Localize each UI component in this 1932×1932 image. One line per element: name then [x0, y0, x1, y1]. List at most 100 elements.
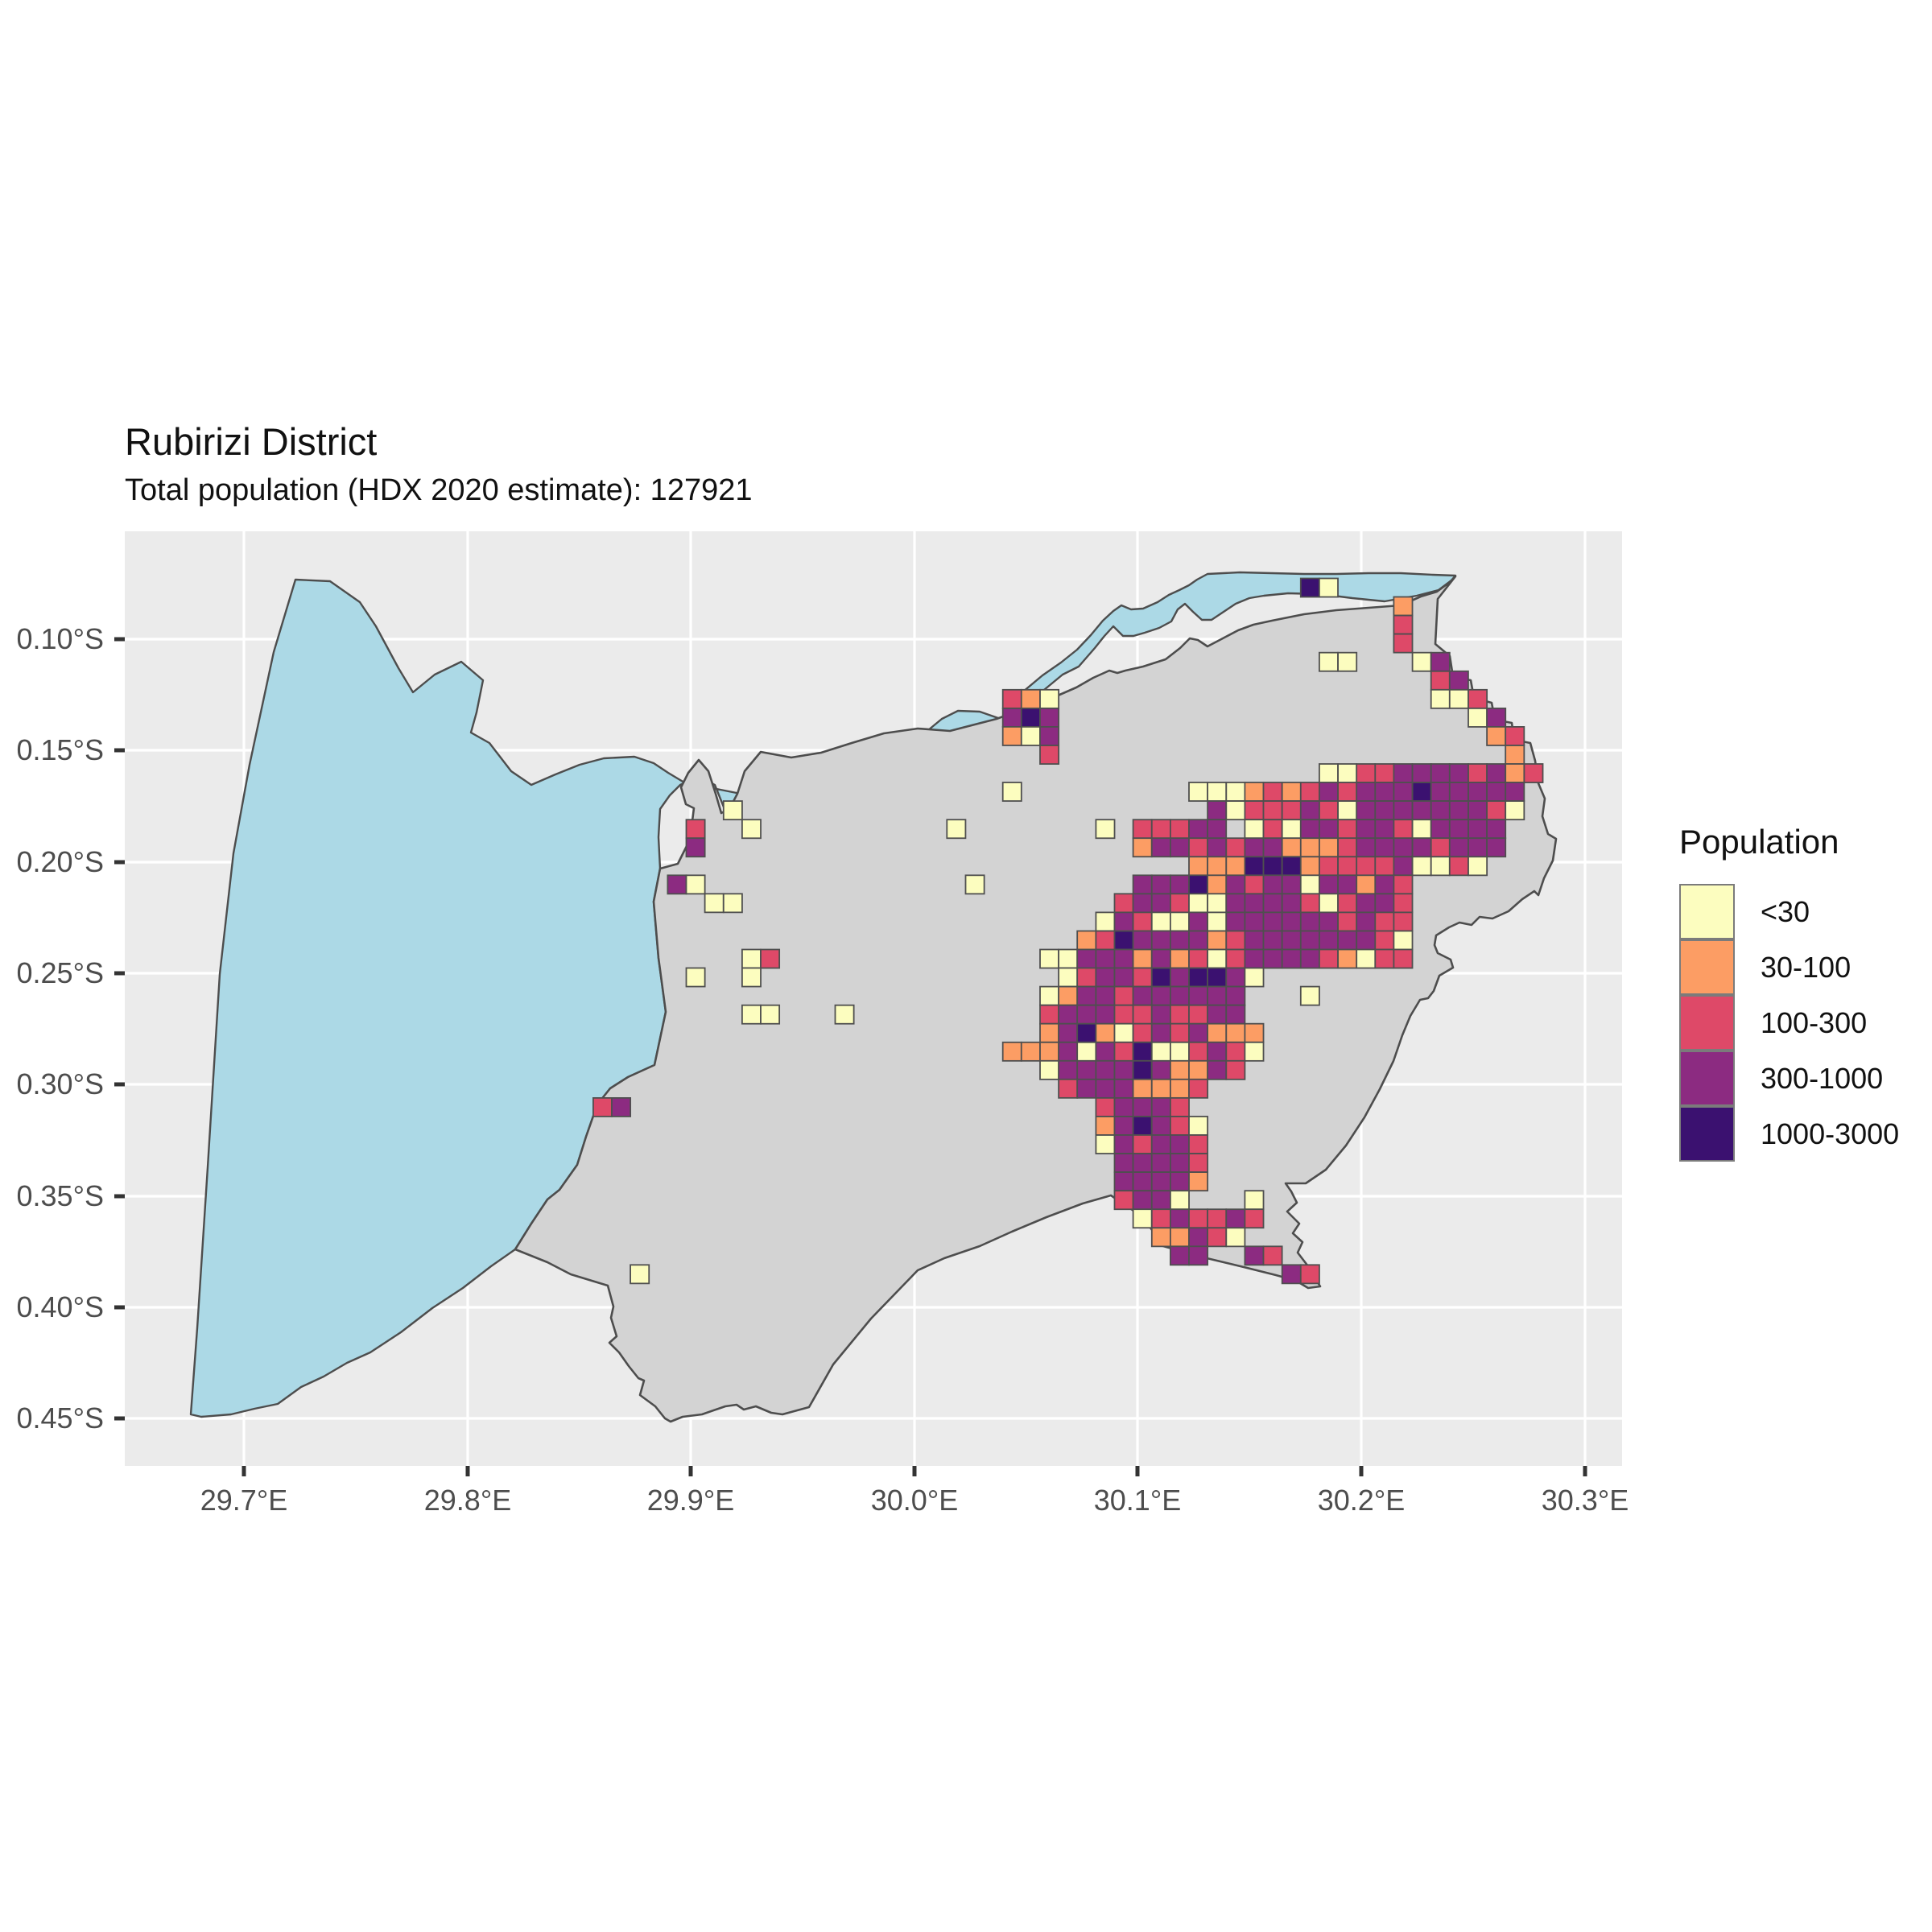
population-cell [1170, 893, 1190, 914]
population-cell [1244, 911, 1265, 932]
population-cell [1486, 819, 1507, 840]
population-cell [1188, 1004, 1209, 1025]
population-cell [1001, 708, 1022, 728]
population-cell [1207, 893, 1228, 914]
population-cell [1393, 614, 1414, 635]
population-cell [1244, 893, 1265, 914]
population-cell [1170, 985, 1190, 1006]
population-cell [1486, 800, 1507, 821]
population-cell [611, 1097, 632, 1117]
population-cell [1468, 688, 1488, 709]
population-cell [1113, 911, 1134, 932]
population-cell [1170, 1116, 1190, 1136]
population-cell [760, 948, 781, 969]
population-cell [1170, 1171, 1190, 1192]
population-cell [1095, 1041, 1116, 1062]
legend-item: <30 [1679, 884, 1899, 939]
population-cell [1132, 1153, 1153, 1174]
population-cell [1393, 893, 1414, 914]
population-cell [1132, 1171, 1153, 1192]
population-cell [1448, 856, 1469, 877]
population-cell [1039, 745, 1060, 765]
population-cell [741, 967, 762, 988]
population-cell [1170, 1227, 1190, 1248]
population-cell [1262, 782, 1283, 802]
population-cell [1132, 874, 1153, 895]
population-cell [1299, 948, 1320, 969]
population-cell [1281, 782, 1302, 802]
population-cell [1207, 985, 1228, 1006]
population-cell [1393, 856, 1414, 877]
legend-swatch [1679, 884, 1735, 939]
population-cell [1132, 1208, 1153, 1229]
population-cell [1188, 1078, 1209, 1099]
population-cell [1188, 893, 1209, 914]
legend-swatch [1679, 939, 1735, 995]
population-cell [1356, 782, 1377, 802]
population-cell [1207, 1059, 1228, 1080]
y-tick-label: 0.10°S [17, 622, 104, 655]
population-cell [1281, 911, 1302, 932]
population-cell [1020, 708, 1041, 728]
population-cell [1150, 1059, 1171, 1080]
population-cell [1188, 1153, 1209, 1174]
population-cell [1188, 1227, 1209, 1248]
population-cell [1319, 837, 1339, 858]
population-cell [1132, 1116, 1153, 1136]
population-cell [1262, 819, 1283, 840]
population-cell [1076, 967, 1097, 988]
population-cell [1299, 874, 1320, 895]
plot-subtitle: Total population (HDX 2020 estimate): 12… [125, 473, 753, 507]
population-cell [1150, 930, 1171, 951]
population-cell [1337, 930, 1358, 951]
population-cell [1095, 819, 1116, 840]
population-cell [1188, 837, 1209, 858]
population-cell [1486, 782, 1507, 802]
population-cell [1393, 633, 1414, 654]
population-cell [1356, 856, 1377, 877]
population-cell [964, 874, 985, 895]
population-cell [1430, 856, 1451, 877]
population-cell [1244, 874, 1265, 895]
population-cell [1319, 577, 1339, 598]
population-cell [1430, 782, 1451, 802]
population-cell [1020, 726, 1041, 746]
population-cell [1207, 856, 1228, 877]
population-cell [1319, 930, 1339, 951]
population-cell [1170, 819, 1190, 840]
population-cell [1281, 893, 1302, 914]
population-cell [1486, 763, 1507, 783]
population-cell [1225, 985, 1246, 1006]
population-cell [1374, 763, 1395, 783]
population-cell [1150, 1078, 1171, 1099]
population-cell [1411, 763, 1432, 783]
population-cell [1468, 856, 1488, 877]
population-cell [1207, 1004, 1228, 1025]
population-cell [1076, 985, 1097, 1006]
population-cell [1188, 1208, 1209, 1229]
population-cell [1225, 911, 1246, 932]
population-cell [1058, 1004, 1079, 1025]
population-cell [1132, 985, 1153, 1006]
population-cell [1374, 782, 1395, 802]
population-cell [592, 1097, 613, 1117]
population-cell [1150, 985, 1171, 1006]
x-tick-label: 30.1°E [1094, 1484, 1181, 1517]
population-cell [1225, 856, 1246, 877]
population-cell [1132, 1022, 1153, 1043]
population-cell [1337, 763, 1358, 783]
population-cell [1095, 911, 1116, 932]
population-cell [1411, 800, 1432, 821]
population-cell [1039, 1004, 1060, 1025]
population-cell [1262, 837, 1283, 858]
y-tick-label: 0.25°S [17, 956, 104, 989]
population-cell [1188, 1022, 1209, 1043]
population-cell [1430, 800, 1451, 821]
population-cell [1356, 763, 1377, 783]
population-cell [1188, 1171, 1209, 1192]
population-cell [1319, 651, 1339, 672]
population-cell [1411, 782, 1432, 802]
population-cell [1170, 1059, 1190, 1080]
population-cell [1468, 800, 1488, 821]
population-cell [630, 1264, 650, 1285]
